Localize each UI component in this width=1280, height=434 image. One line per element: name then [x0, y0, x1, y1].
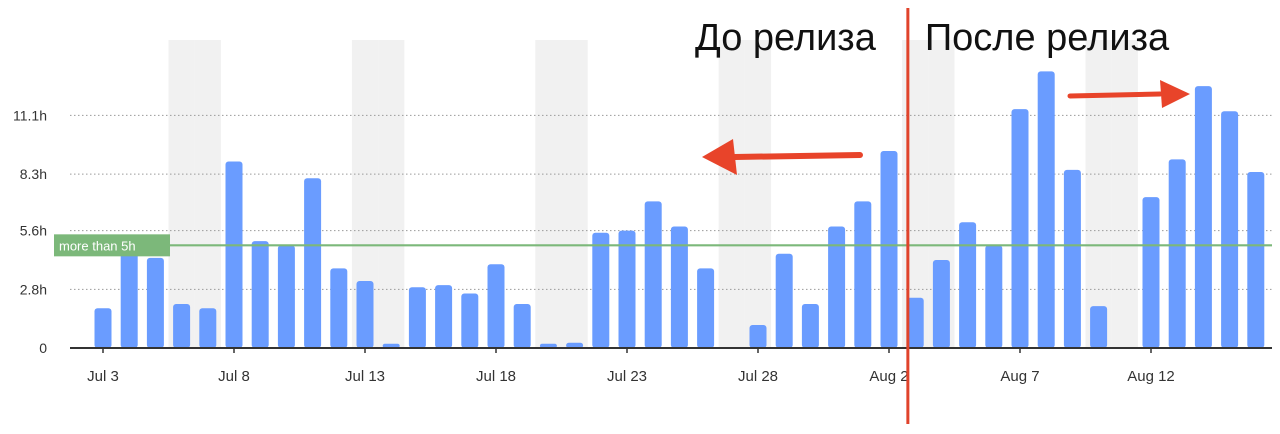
bar [670, 226, 688, 348]
right-arrow-head [1160, 80, 1190, 108]
bar [854, 201, 872, 348]
bar [1221, 111, 1239, 348]
threshold-marker: more than 5h [54, 234, 1272, 257]
x-axis-ticks: Jul 3 Jul 8 Jul 13 Jul 18 Jul 23 Jul 28 Aug 2 A… [87, 348, 1175, 385]
weekend-band [561, 40, 588, 348]
weekend-band [194, 40, 221, 348]
y-axis-ticks: 0 2.8h 5.6h 8.3h 11.1h [13, 107, 47, 356]
bar [828, 226, 846, 348]
bar [461, 293, 479, 348]
bar [697, 268, 715, 348]
bar [959, 222, 977, 348]
weekend-band [1085, 40, 1112, 348]
bar-series [94, 71, 1265, 349]
bar [382, 343, 400, 348]
bar [1037, 71, 1055, 348]
x-tick-label: Jul 18 [476, 368, 516, 385]
bar [566, 342, 584, 348]
bar [906, 297, 924, 348]
before-release-annotation: До релиза [695, 17, 877, 59]
after-release-annotation: После релиза [925, 17, 1170, 59]
bar [330, 268, 348, 348]
bar [408, 287, 426, 348]
threshold-label: more than 5h [59, 238, 136, 253]
bar [225, 161, 243, 348]
weekend-band [378, 40, 405, 348]
weekend-band [535, 40, 562, 348]
bar [120, 249, 138, 348]
weekend-band [744, 40, 772, 348]
weekend-band [718, 40, 745, 348]
x-tick-label: Jul 23 [607, 368, 647, 385]
bar [199, 308, 217, 348]
bar [592, 232, 610, 348]
threshold-badge [54, 234, 170, 257]
bar [932, 260, 950, 348]
weekend-band [1111, 40, 1138, 348]
left-arrow-head [702, 139, 737, 175]
bar [985, 245, 1003, 348]
weekend-band [168, 40, 195, 348]
right-arrow-annotation [1067, 80, 1190, 108]
bar [146, 257, 164, 348]
bar [1168, 159, 1186, 348]
y-tick-label: 11.1h [13, 107, 47, 123]
bar [1063, 169, 1081, 348]
right-arrow-shaft [1067, 91, 1163, 99]
x-tick-label: Aug 12 [1127, 368, 1175, 385]
bar [775, 253, 793, 348]
x-tick-label: Aug 2 [869, 368, 908, 385]
x-tick-label: Jul 28 [738, 368, 778, 385]
bar [94, 308, 112, 348]
bar [173, 304, 191, 348]
y-tick-label: 5.6h [20, 223, 47, 239]
bar [801, 304, 819, 348]
bar [618, 230, 636, 348]
bar [880, 151, 898, 348]
bar [1142, 197, 1160, 348]
x-tick-label: Jul 8 [218, 368, 250, 385]
bar [644, 201, 662, 348]
left-arrow-annotation [702, 139, 863, 175]
y-tick-label: 0 [39, 340, 47, 356]
bar [435, 285, 453, 348]
bar [1011, 109, 1029, 349]
bar [487, 264, 505, 348]
x-tick-label: Jul 13 [345, 368, 385, 385]
bar [1194, 86, 1212, 348]
bar [1247, 172, 1265, 348]
bar [356, 280, 374, 348]
bar [749, 324, 767, 348]
bar [251, 241, 269, 348]
left-arrow-shaft [732, 152, 863, 160]
bar [304, 178, 322, 348]
y-tick-label: 2.8h [20, 281, 47, 297]
bar [513, 304, 531, 348]
bar [1090, 306, 1108, 348]
y-tick-label: 8.3h [20, 166, 47, 182]
x-tick-label: Aug 7 [1000, 368, 1039, 385]
bar [539, 343, 557, 348]
bar [277, 245, 295, 348]
x-tick-label: Jul 3 [87, 368, 119, 385]
